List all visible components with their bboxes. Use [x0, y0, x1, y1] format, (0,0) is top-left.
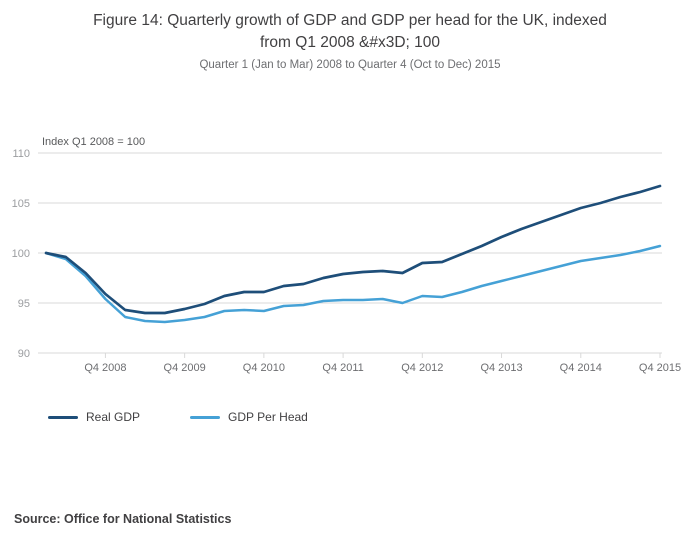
figure-subtitle: Quarter 1 (Jan to Mar) 2008 to Quarter 4…: [199, 59, 501, 71]
source-text: Source: Office for National Statistics: [14, 512, 232, 526]
chart-canvas: 90 95 100 105 110 Q4 2008 Q4 2009 Q4 2010 Q4 201…: [12, 136, 681, 374]
figure-title-line-1: Figure 14: Quarterly growth of GDP and G…: [93, 12, 607, 29]
legend-label-gdp-per-head: GDP Per Head: [228, 410, 308, 424]
y-axis-label-95: 95: [18, 298, 30, 310]
real-gdp-line-swatch-icon: [48, 415, 78, 419]
x-axis-label-4: Q4 2012: [401, 362, 443, 374]
y-axis-label-90: 90: [18, 348, 30, 360]
y-axis-label-100: 100: [12, 248, 30, 260]
chart-annotation: Index Q1 2008 = 100: [42, 136, 145, 148]
legend-item-real-gdp[interactable]: Real GDP: [48, 410, 140, 424]
figure-title-line-2: from Q1 2008 &#x3D; 100: [259, 34, 441, 51]
legend-item-gdp-per-head[interactable]: GDP Per Head: [190, 410, 308, 424]
figure-title-block: Figure 14: Quarterly growth of GDP and G…: [0, 10, 700, 71]
x-axis-label-5: Q4 2013: [480, 362, 522, 374]
series-line-gdp-per-head: [44, 244, 662, 324]
chart-legend: Real GDP GDP Per Head: [48, 410, 308, 424]
x-axis-label-7: Q4 2015: [639, 362, 681, 374]
x-axis-label-6: Q4 2014: [560, 362, 602, 374]
x-axis-label-1: Q4 2009: [164, 362, 206, 374]
x-axis-label-2: Q4 2010: [243, 362, 285, 374]
series-line-real-gdp: [44, 184, 662, 315]
y-axis-label-105: 105: [12, 198, 30, 210]
y-axis-label-110: 110: [12, 148, 30, 160]
gdp-per-head-line-swatch-icon: [190, 415, 221, 419]
x-axis-label-3: Q4 2011: [322, 362, 363, 374]
legend-label-real-gdp: Real GDP: [86, 410, 141, 424]
x-axis-label-0: Q4 2008: [84, 362, 126, 374]
